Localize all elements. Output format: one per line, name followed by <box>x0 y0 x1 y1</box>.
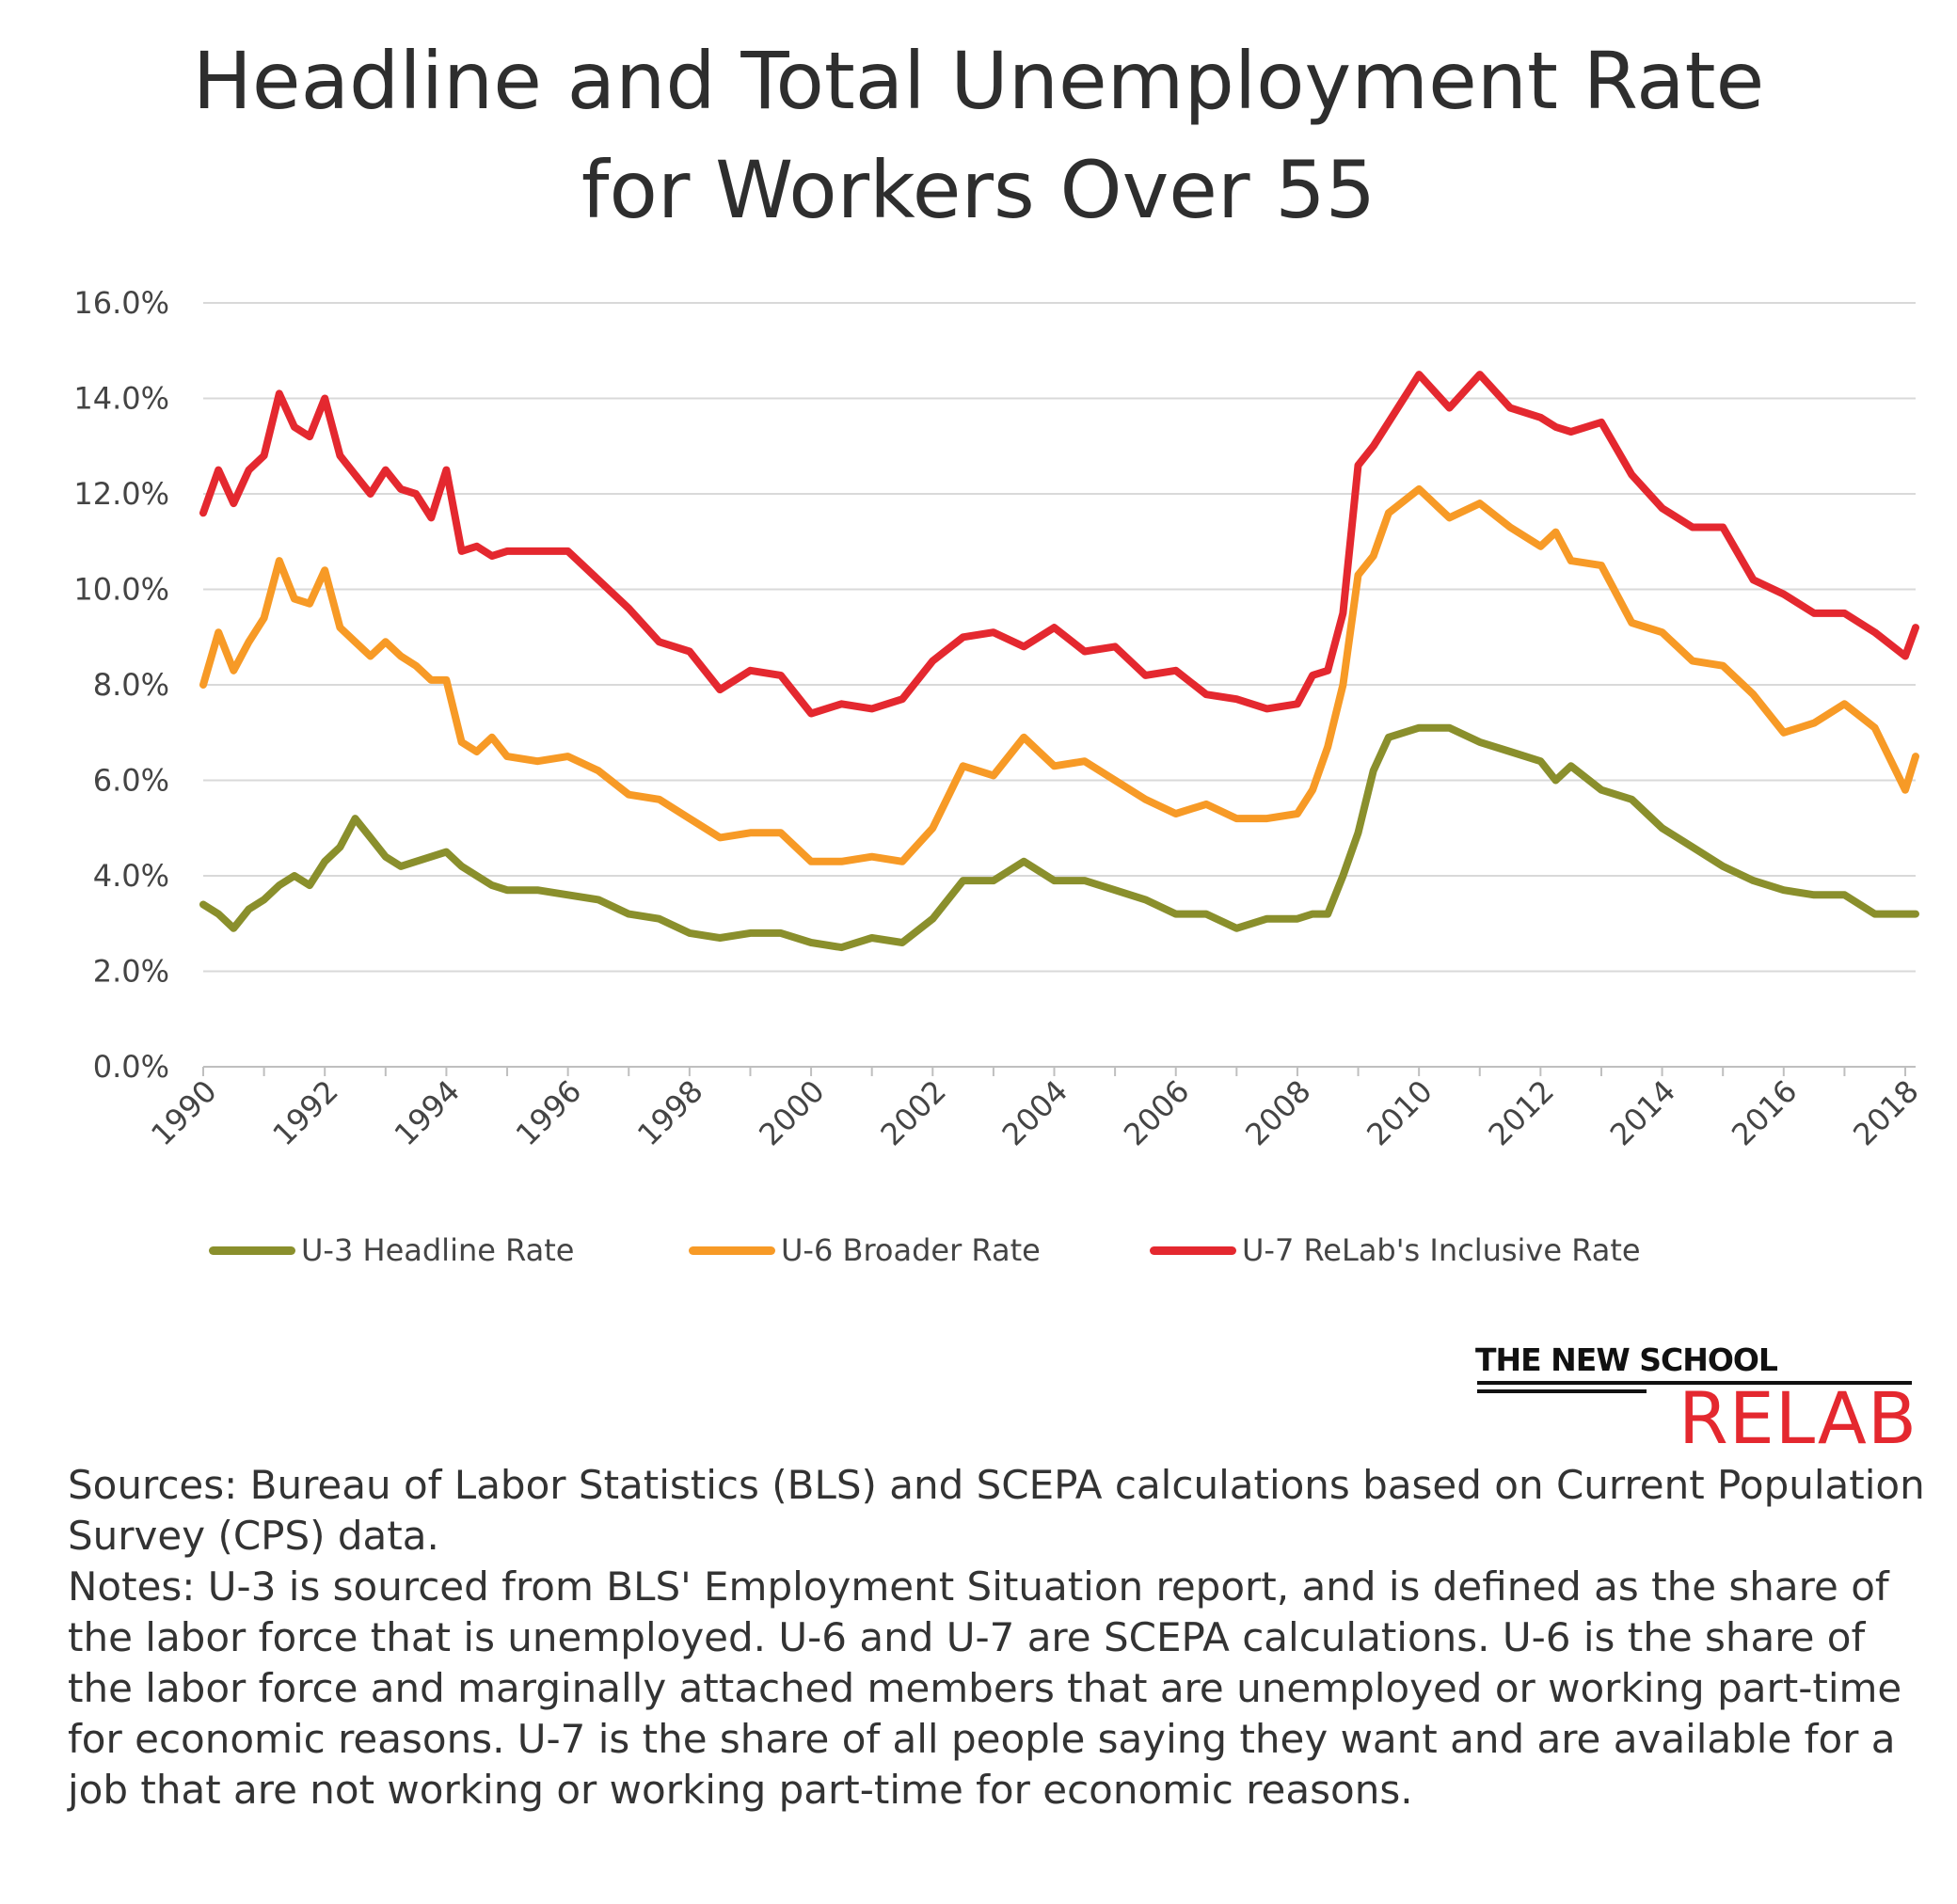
logo-relab-text: RELAB <box>1678 1376 1917 1460</box>
x-tick-label: 2008 <box>1238 1073 1317 1152</box>
legend-label-u7: U-7 ReLab's Inclusive Rate <box>1242 1232 1641 1268</box>
x-tick-label: 2004 <box>995 1073 1074 1152</box>
x-tick-label: 2006 <box>1117 1073 1196 1152</box>
x-tick-label: 1998 <box>630 1073 709 1152</box>
legend-item-u3: U-3 Headline Rate <box>209 1232 574 1268</box>
logo-rule-short <box>1477 1389 1647 1393</box>
y-tick-label: 2.0% <box>93 954 169 990</box>
series-lines <box>199 371 1919 952</box>
x-axis: 1990 1992 1994 1996 1998 2000 2002 2004 2006 2008… <box>144 1066 1926 1152</box>
legend-label-u6: U-6 Broader Rate <box>781 1232 1041 1268</box>
legend-swatch-u7 <box>1150 1246 1236 1255</box>
title-line-2: for Workers Over 55 <box>581 144 1376 236</box>
sources-text: Sources: Bureau of Labor Statistics (BLS… <box>68 1462 1925 1559</box>
title-line-1: Headline and Total Unemployment Rate <box>192 35 1765 127</box>
y-tick-label: 12.0% <box>73 476 169 512</box>
y-tick-label: 16.0% <box>73 285 169 321</box>
notes-text: Notes: U-3 is sourced from BLS' Employme… <box>68 1563 1902 1813</box>
y-tick-label: 4.0% <box>93 858 169 894</box>
y-tick-label: 8.0% <box>93 667 169 703</box>
x-tick-label: 1992 <box>265 1073 344 1152</box>
chart-title: Headline and Total Unemployment Rate for… <box>0 26 1957 245</box>
x-tick-label: 2016 <box>1725 1073 1804 1152</box>
y-tick-label: 14.0% <box>73 381 169 417</box>
logo-top-text: THE NEW SCHOOL <box>1475 1341 1778 1378</box>
x-tick-label: 1990 <box>144 1073 223 1152</box>
series-line-u6 <box>199 484 1919 865</box>
series-line-u7 <box>199 371 1919 718</box>
x-tick-label: 2000 <box>752 1073 831 1152</box>
y-tick-label: 10.0% <box>73 572 169 608</box>
legend-swatch-u3 <box>209 1246 295 1255</box>
y-tick-label: 6.0% <box>93 763 169 799</box>
source-notes: Sources: Bureau of Labor Statistics (BLS… <box>68 1460 1940 1816</box>
legend-swatch-u6 <box>689 1246 775 1255</box>
new-school-relab-logo: THE NEW SCHOOL RELAB <box>1475 1336 1917 1456</box>
logo-rule <box>1477 1381 1912 1385</box>
x-tick-label: 1996 <box>509 1073 588 1152</box>
x-tick-label: 2012 <box>1482 1073 1561 1152</box>
x-tick-label: 2010 <box>1360 1073 1439 1152</box>
series-line-u3 <box>199 723 1919 952</box>
legend-label-u3: U-3 Headline Rate <box>301 1232 575 1268</box>
gridlines <box>203 302 1916 973</box>
x-tick-label: 2002 <box>873 1073 952 1152</box>
y-axis-ticks: 0.0% 2.0% 4.0% 6.0% 8.0% 10.0% 12.0% 14.0% 16.0% <box>73 285 169 1085</box>
x-tick-label: 2018 <box>1846 1073 1925 1152</box>
legend-item-u6: U-6 Broader Rate <box>689 1232 1041 1268</box>
x-tick-label: 1994 <box>388 1073 467 1152</box>
legend-item-u7: U-7 ReLab's Inclusive Rate <box>1150 1232 1641 1268</box>
y-tick-label: 0.0% <box>93 1049 169 1085</box>
line-chart: 0.0% 2.0% 4.0% 6.0% 8.0% 10.0% 12.0% 14.0% 16.0%… <box>73 285 1926 1152</box>
legend: U-3 Headline Rate U-6 Broader Rate U-7 R… <box>0 1232 1957 1279</box>
x-tick-label: 2014 <box>1603 1073 1682 1152</box>
